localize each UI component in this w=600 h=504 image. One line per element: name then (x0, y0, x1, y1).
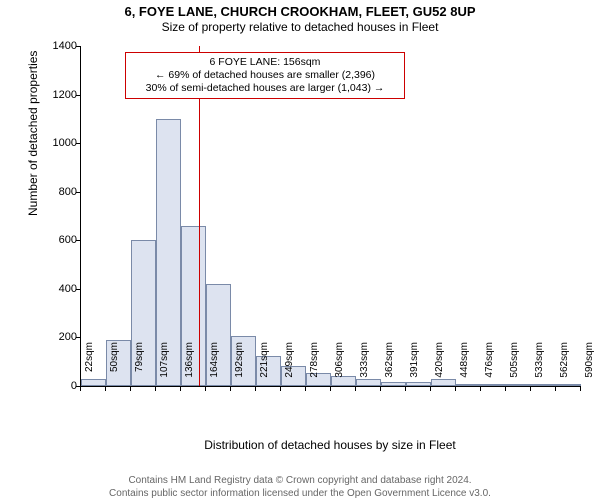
x-axis-label: Distribution of detached houses by size … (80, 438, 580, 452)
x-tick-label: 476sqm (484, 342, 495, 390)
x-tick-label: 333sqm (359, 342, 370, 390)
x-tick-label: 533sqm (534, 342, 545, 390)
x-tick-label: 192sqm (234, 342, 245, 390)
chart-title: 6, FOYE LANE, CHURCH CROOKHAM, FLEET, GU… (0, 4, 600, 19)
x-tick-label: 221sqm (259, 342, 270, 390)
x-tick-mark (530, 386, 531, 391)
x-tick-label: 420sqm (434, 342, 445, 390)
x-tick-label: 590sqm (584, 342, 595, 390)
x-tick-label: 22sqm (84, 342, 95, 390)
x-tick-mark (380, 386, 381, 391)
chart-subtitle: Size of property relative to detached ho… (0, 20, 600, 34)
x-tick-mark (455, 386, 456, 391)
y-tick-label: 800 (37, 186, 77, 198)
x-tick-mark (230, 386, 231, 391)
x-tick-label: 50sqm (109, 342, 120, 390)
x-tick-mark (80, 386, 81, 391)
y-tick-label: 200 (37, 331, 77, 343)
annotation-line-2: ← 69% of detached houses are smaller (2,… (132, 69, 398, 82)
x-tick-label: 391sqm (409, 342, 420, 390)
annotation-line-1: 6 FOYE LANE: 156sqm (132, 56, 398, 69)
x-tick-mark (205, 386, 206, 391)
x-tick-label: 249sqm (284, 342, 295, 390)
x-tick-mark (555, 386, 556, 391)
annotation-box: 6 FOYE LANE: 156sqm← 69% of detached hou… (125, 52, 405, 99)
x-tick-label: 278sqm (309, 342, 320, 390)
x-tick-label: 505sqm (509, 342, 520, 390)
x-tick-mark (155, 386, 156, 391)
footer-line-1: Contains HM Land Registry data © Crown c… (0, 474, 600, 487)
y-tick-label: 0 (37, 380, 77, 392)
x-tick-mark (330, 386, 331, 391)
x-tick-mark (130, 386, 131, 391)
x-tick-mark (355, 386, 356, 391)
x-tick-mark (405, 386, 406, 391)
x-tick-label: 448sqm (459, 342, 470, 390)
x-tick-mark (430, 386, 431, 391)
footer-line-2: Contains public sector information licen… (0, 487, 600, 500)
chart-area: Number of detached properties 6 FOYE LAN… (50, 46, 580, 426)
x-tick-label: 79sqm (134, 342, 145, 390)
x-tick-label: 107sqm (159, 342, 170, 390)
x-tick-label: 136sqm (184, 342, 195, 390)
x-tick-label: 562sqm (559, 342, 570, 390)
x-tick-mark (280, 386, 281, 391)
y-tick-label: 1200 (37, 89, 77, 101)
footer: Contains HM Land Registry data © Crown c… (0, 474, 600, 500)
x-tick-label: 306sqm (334, 342, 345, 390)
x-tick-mark (505, 386, 506, 391)
x-tick-mark (255, 386, 256, 391)
x-tick-label: 164sqm (209, 342, 220, 390)
x-tick-label: 362sqm (384, 342, 395, 390)
x-tick-mark (305, 386, 306, 391)
x-tick-mark (105, 386, 106, 391)
y-tick-label: 600 (37, 234, 77, 246)
x-tick-mark (180, 386, 181, 391)
x-tick-mark (580, 386, 581, 391)
plot-area: 6 FOYE LANE: 156sqm← 69% of detached hou… (80, 46, 581, 387)
y-tick-label: 400 (37, 283, 77, 295)
annotation-line-3: 30% of semi-detached houses are larger (… (132, 82, 398, 95)
x-tick-mark (480, 386, 481, 391)
y-tick-label: 1000 (37, 137, 77, 149)
y-tick-label: 1400 (37, 40, 77, 52)
